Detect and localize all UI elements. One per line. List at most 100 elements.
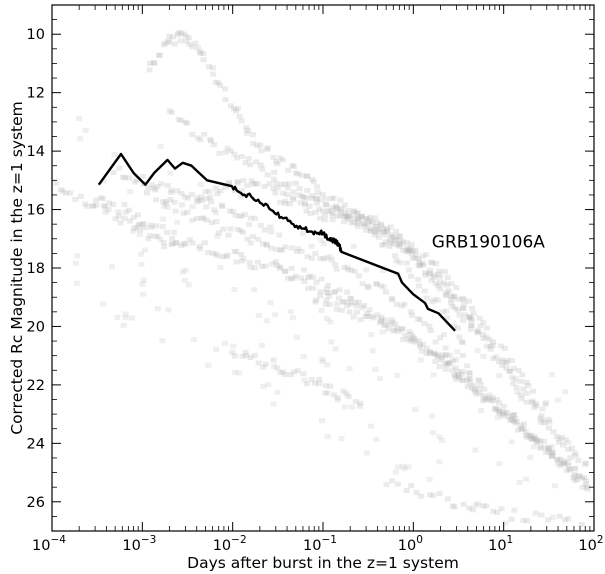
grb190106a-line (97, 152, 456, 332)
scatter-point (100, 203, 107, 209)
scatter-point (562, 437, 569, 443)
scatter-point (278, 182, 285, 188)
scatter-point (551, 483, 558, 489)
scatter-point (217, 82, 224, 88)
scatter-point (67, 190, 74, 196)
scatter-point (388, 317, 395, 323)
scatter-point (427, 492, 434, 498)
scatter-point (342, 213, 349, 219)
scatter-point (293, 334, 300, 340)
scatter-point (379, 229, 386, 235)
scatter-point (215, 230, 222, 236)
scatter-point (303, 208, 310, 214)
scatter-point (357, 317, 364, 323)
scatter-point (350, 208, 357, 214)
scatter-point (456, 312, 463, 318)
scatter-point (432, 280, 439, 286)
scatter-point (180, 210, 187, 216)
scatter-point (377, 376, 384, 382)
scatter-point (496, 410, 503, 416)
scatter-point (188, 191, 195, 197)
scatter-point (493, 397, 500, 403)
scatter-point (403, 249, 410, 255)
scatter-point (190, 337, 197, 343)
scatter-point (154, 234, 161, 240)
scatter-point (431, 351, 438, 357)
scatter-point (470, 310, 477, 316)
scatter-point (355, 216, 362, 222)
scatter-point (207, 137, 214, 143)
scatter-point (548, 453, 555, 459)
scatter-point (334, 395, 341, 401)
scatter-point (469, 507, 476, 513)
scatter-point (159, 216, 166, 222)
scatter-point (214, 253, 221, 259)
scatter-point (306, 273, 313, 279)
scatter-point (210, 250, 217, 256)
scatter-point (445, 360, 452, 366)
scatter-point (82, 201, 89, 207)
scatter-point (250, 181, 257, 187)
scatter-point (167, 170, 174, 176)
scatter-point (257, 142, 264, 148)
scatter-point (112, 216, 119, 222)
scatter-point (477, 408, 484, 414)
scatter-point (341, 202, 348, 208)
scatter-point (344, 264, 351, 270)
scatter-point (403, 260, 410, 266)
scatter-point (565, 440, 572, 446)
scatter-point (428, 277, 435, 283)
scatter-point (571, 478, 578, 484)
scatter-point (301, 267, 308, 273)
scatter-point (184, 120, 191, 126)
scatter-point (506, 368, 513, 374)
scatter-point (381, 322, 388, 328)
scatter-point (410, 338, 417, 344)
scatter-point (136, 231, 143, 237)
scatter-point (189, 204, 196, 210)
scatter-point (408, 273, 415, 279)
scatter-point (449, 503, 456, 509)
scatter-point (282, 181, 289, 187)
scatter-point (365, 217, 372, 223)
scatter-point (250, 141, 257, 147)
scatter-point (460, 305, 467, 311)
scatter-point (227, 148, 234, 154)
scatter-point (233, 249, 240, 255)
scatter-point (312, 209, 319, 215)
scatter-point (460, 296, 467, 302)
scatter-point (97, 195, 104, 201)
scatter-point (324, 316, 331, 322)
scatter-point (125, 175, 132, 181)
scatter-point (520, 426, 527, 432)
scatter-point (501, 345, 508, 351)
scatter-point (436, 459, 443, 465)
scatter-point (432, 358, 439, 364)
y-axis-title: Corrected Rc Magnitude in the z=1 system (8, 101, 26, 435)
scatter-point (333, 266, 340, 272)
scatter-point (174, 219, 181, 225)
scatter-point (312, 299, 319, 305)
scatter-point (393, 228, 400, 234)
scatter-point (482, 397, 489, 403)
scatter-point (562, 517, 569, 523)
scatter-point (354, 303, 361, 309)
scatter-point (341, 213, 348, 219)
scatter-point (270, 186, 277, 192)
scatter-point (490, 356, 497, 362)
scatter-point (407, 245, 414, 251)
scatter-point (538, 413, 545, 419)
scatter-point (513, 385, 520, 391)
scatter-point (292, 170, 299, 176)
scatter-point (310, 274, 317, 280)
scatter-point (407, 338, 414, 344)
scatter-point (273, 180, 280, 186)
scatter-point (152, 233, 159, 239)
scatter-point (465, 298, 472, 304)
scatter-point (460, 301, 467, 307)
scatter-point (474, 330, 481, 336)
scatter-point (313, 279, 320, 285)
scatter-point (417, 262, 424, 268)
scatter-point (436, 364, 443, 370)
scatter-point (429, 299, 436, 305)
